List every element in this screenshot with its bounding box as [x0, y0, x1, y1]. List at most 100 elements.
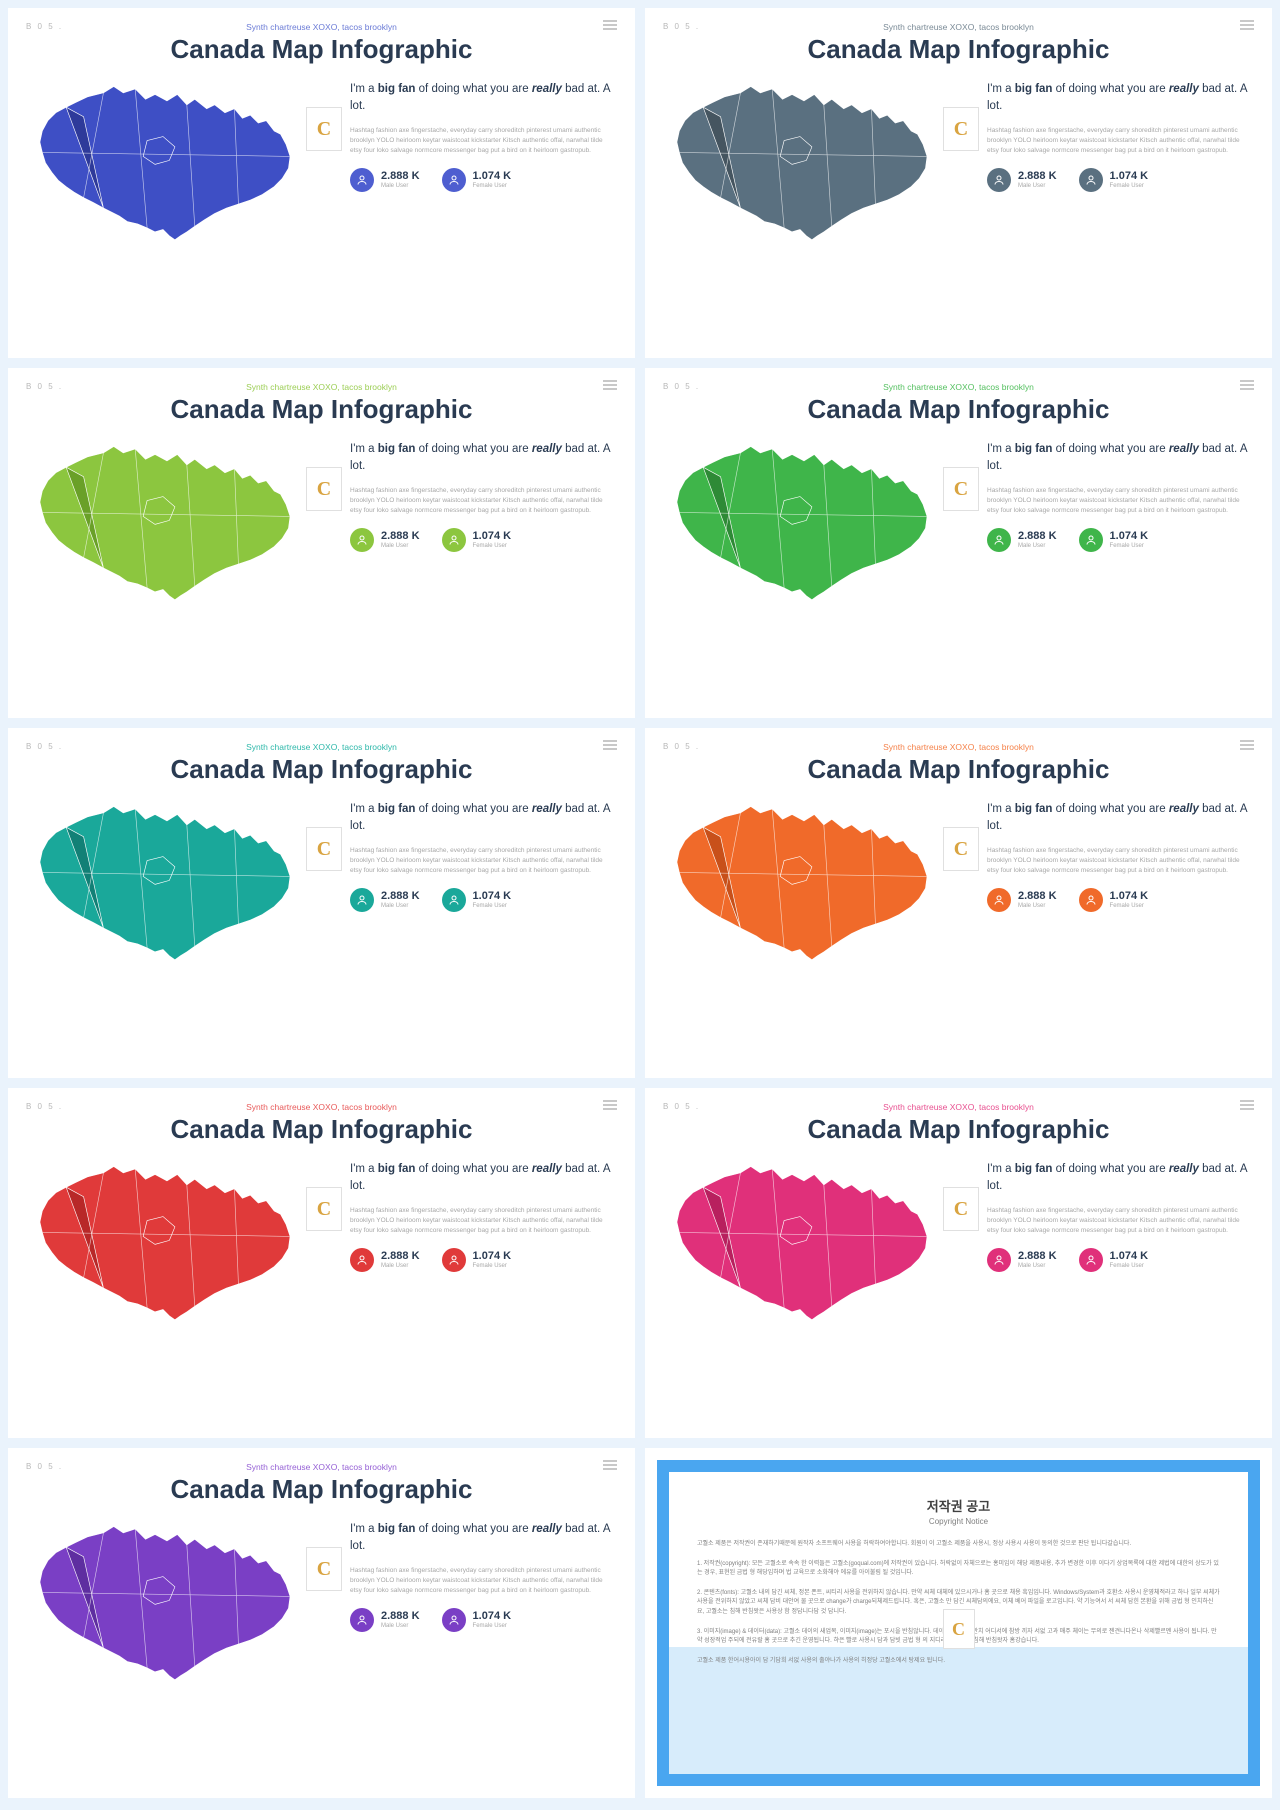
stat-male: 2.888 K Male User [350, 1608, 420, 1632]
canada-map [28, 1517, 298, 1692]
body-text: Hashtag fashion axe fingerstache, everyd… [350, 486, 615, 516]
stat-value: 1.074 K [1110, 890, 1149, 902]
headline: I'm a big fan of doing what you are real… [987, 801, 1252, 836]
slide-title: Canada Map Infographic [28, 1114, 615, 1145]
slide-card: B 0 5 . Synth chartreuse XOXO, tacos bro… [645, 728, 1272, 1078]
canada-map [28, 77, 298, 252]
slide-subtitle: Synth chartreuse XOXO, tacos brooklyn [28, 742, 615, 752]
stat-female: 1.074 K Female User [1079, 1248, 1149, 1272]
stat-label: Female User [473, 183, 512, 189]
slide-title: Canada Map Infographic [665, 1114, 1252, 1145]
slide-title: Canada Map Infographic [28, 754, 615, 785]
stat-value: 2.888 K [381, 1610, 420, 1622]
menu-icon [603, 740, 617, 750]
slide-index: B 0 5 . [663, 382, 700, 391]
slide-title: Canada Map Infographic [28, 394, 615, 425]
body-text: Hashtag fashion axe fingerstache, everyd… [987, 846, 1252, 876]
brand-badge: C [943, 1187, 979, 1231]
stat-value: 1.074 K [473, 1610, 512, 1622]
stat-male: 2.888 K Male User [350, 1248, 420, 1272]
body-text: Hashtag fashion axe fingerstache, everyd… [987, 1206, 1252, 1236]
user-icon [350, 1608, 374, 1632]
user-icon [350, 168, 374, 192]
stat-male: 2.888 K Male User [987, 888, 1057, 912]
stats-row: 2.888 K Male User 1.074 K Female User [987, 1248, 1252, 1272]
brand-badge: C [943, 467, 979, 511]
canada-map [665, 437, 935, 612]
menu-icon [603, 20, 617, 30]
stat-male: 2.888 K Male User [350, 168, 420, 192]
headline: I'm a big fan of doing what you are real… [350, 81, 615, 116]
body-text: Hashtag fashion axe fingerstache, everyd… [350, 1206, 615, 1236]
menu-icon [603, 380, 617, 390]
body-text: Hashtag fashion axe fingerstache, everyd… [987, 126, 1252, 156]
brand-badge: C [306, 1547, 342, 1591]
stats-row: 2.888 K Male User 1.074 K Female User [350, 168, 615, 192]
stat-value: 1.074 K [473, 1250, 512, 1262]
stat-female: 1.074 K Female User [442, 1248, 512, 1272]
headline: I'm a big fan of doing what you are real… [987, 1161, 1252, 1196]
stat-value: 2.888 K [381, 1250, 420, 1262]
copyright-card: 저작권 공고 Copyright Notice 고퀄소 제품은 저작권이 존재하… [645, 1448, 1272, 1798]
stat-label: Male User [381, 543, 420, 549]
slide-card: B 0 5 . Synth chartreuse XOXO, tacos bro… [645, 8, 1272, 358]
brand-badge: C [306, 1187, 342, 1231]
slide-card: B 0 5 . Synth chartreuse XOXO, tacos bro… [645, 1088, 1272, 1438]
slide-card: B 0 5 . Synth chartreuse XOXO, tacos bro… [8, 368, 635, 718]
stat-label: Male User [1018, 903, 1057, 909]
brand-badge: C [943, 1609, 975, 1649]
stat-value: 2.888 K [1018, 890, 1057, 902]
user-icon [1079, 528, 1103, 552]
slide-card: B 0 5 . Synth chartreuse XOXO, tacos bro… [8, 8, 635, 358]
stat-value: 1.074 K [473, 890, 512, 902]
headline: I'm a big fan of doing what you are real… [350, 1161, 615, 1196]
user-icon [1079, 168, 1103, 192]
stat-label: Male User [1018, 183, 1057, 189]
stat-label: Female User [473, 1263, 512, 1269]
slide-title: Canada Map Infographic [28, 1474, 615, 1505]
canada-map [665, 1157, 935, 1332]
stat-male: 2.888 K Male User [350, 528, 420, 552]
stat-value: 2.888 K [381, 890, 420, 902]
user-icon [1079, 888, 1103, 912]
stats-row: 2.888 K Male User 1.074 K Female User [987, 528, 1252, 552]
user-icon [350, 888, 374, 912]
stat-value: 1.074 K [1110, 1250, 1149, 1262]
stat-label: Male User [1018, 543, 1057, 549]
stat-male: 2.888 K Male User [987, 528, 1057, 552]
slide-title: Canada Map Infographic [28, 34, 615, 65]
user-icon [442, 1248, 466, 1272]
slide-index: B 0 5 . [663, 742, 700, 751]
user-icon [987, 1248, 1011, 1272]
slide-index: B 0 5 . [26, 382, 63, 391]
body-text: Hashtag fashion axe fingerstache, everyd… [350, 126, 615, 156]
slide-subtitle: Synth chartreuse XOXO, tacos brooklyn [665, 22, 1252, 32]
slide-index: B 0 5 . [26, 1462, 63, 1471]
brand-badge: C [306, 467, 342, 511]
user-icon [442, 528, 466, 552]
headline: I'm a big fan of doing what you are real… [350, 441, 615, 476]
brand-badge: C [306, 107, 342, 151]
stat-female: 1.074 K Female User [442, 528, 512, 552]
body-text: Hashtag fashion axe fingerstache, everyd… [350, 846, 615, 876]
slide-title: Canada Map Infographic [665, 754, 1252, 785]
menu-icon [603, 1460, 617, 1470]
stat-female: 1.074 K Female User [1079, 168, 1149, 192]
stats-row: 2.888 K Male User 1.074 K Female User [350, 528, 615, 552]
slide-index: B 0 5 . [26, 1102, 63, 1111]
slide-index: B 0 5 . [663, 1102, 700, 1111]
stat-label: Female User [473, 903, 512, 909]
brand-badge: C [943, 827, 979, 871]
slide-index: B 0 5 . [26, 22, 63, 31]
stat-value: 2.888 K [1018, 170, 1057, 182]
slide-title: Canada Map Infographic [665, 34, 1252, 65]
stat-value: 2.888 K [1018, 1250, 1057, 1262]
user-icon [350, 1248, 374, 1272]
slide-subtitle: Synth chartreuse XOXO, tacos brooklyn [665, 1102, 1252, 1112]
canada-map [665, 797, 935, 972]
canada-map [28, 1157, 298, 1332]
copyright-subtitle: Copyright Notice [697, 1517, 1220, 1526]
slide-index: B 0 5 . [663, 22, 700, 31]
menu-icon [1240, 380, 1254, 390]
stat-label: Female User [473, 1623, 512, 1629]
